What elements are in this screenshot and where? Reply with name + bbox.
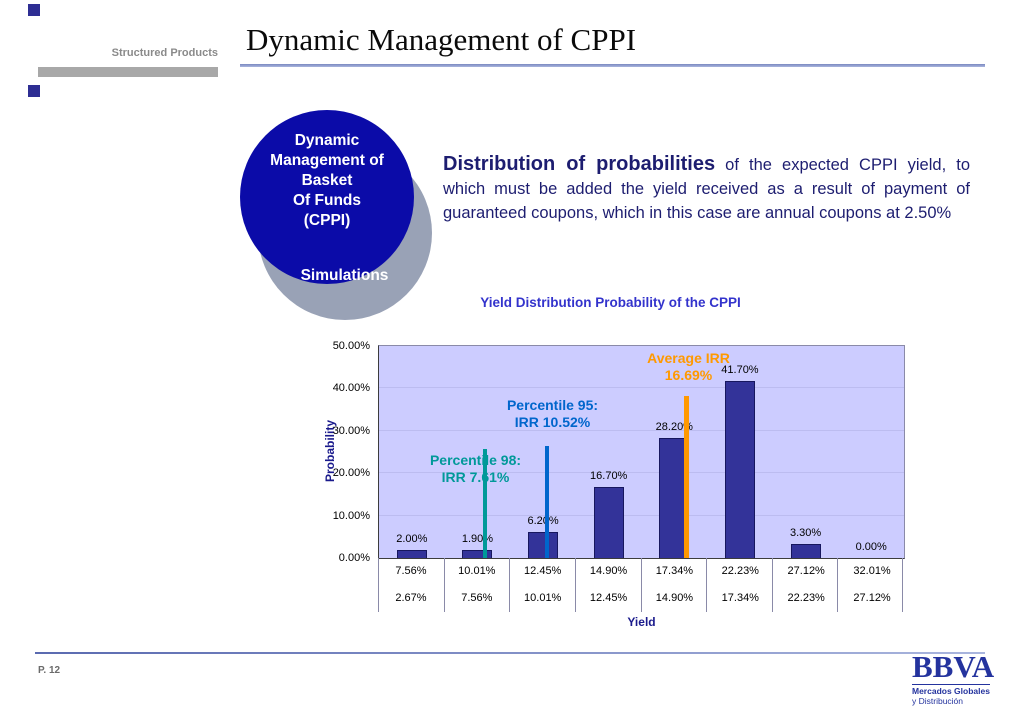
decor-square-bottom (28, 85, 40, 97)
bar-value-label: 16.70% (590, 470, 628, 483)
annotation-text-line: Average IRR (647, 350, 730, 366)
bar-value-label: 0.00% (855, 541, 887, 553)
x-axis-table: 7.56% 10.01% 12.45% 14.90% 17.34% 22.23% 27.12… (378, 558, 905, 612)
bar (528, 531, 559, 558)
x-category-lower: 27.12% (853, 592, 891, 604)
bar (790, 544, 821, 558)
bar-value-label: 6.20% (527, 514, 559, 527)
axis-separator (706, 558, 708, 612)
y-tick-label: 20.00% (332, 467, 370, 480)
annotation-text-line: IRR 10.52% (514, 414, 591, 430)
cppi-circle-label: Dynamic Management of Basket Of Funds (C… (240, 131, 414, 231)
bbva-logo: BBVA Mercados Globales y Distribución (912, 649, 995, 706)
simulations-label: Simulations (300, 267, 389, 284)
page-number: P. 12 (38, 665, 61, 676)
slide-title: Dynamic Management of CPPI (246, 22, 637, 57)
cppi-circle-line: Of Funds (292, 192, 362, 209)
cppi-circle (240, 110, 414, 284)
logo-subtitle-1: Mercados Globales (912, 684, 990, 696)
gridline (379, 387, 904, 389)
plot-area: 2.00% 1.90% 6.20% 16.70% 28.20% 41.70% 3.30% 0.… (378, 345, 905, 559)
cppi-circle-line: Management of (270, 152, 384, 169)
x-category-upper: 17.34% (655, 565, 694, 577)
x-category-lower: 22.23% (787, 592, 825, 604)
x-category-upper: 14.90% (589, 565, 628, 577)
axis-separator (574, 558, 576, 612)
percentile95-line (545, 446, 549, 558)
axis-separator (443, 558, 445, 612)
cppi-circle-line: Basket (301, 172, 353, 189)
y-tick-label: 0.00% (338, 552, 370, 564)
description-lead: Distribution of probabilities (443, 153, 716, 175)
header-gray-bar (38, 67, 218, 77)
x-category-upper: 10.01% (458, 565, 496, 577)
bar (593, 487, 624, 558)
decor-square-top (28, 4, 40, 16)
description-rest: of the expected CPPI yield, to which mus… (443, 156, 970, 222)
footer-rule (35, 652, 985, 654)
bar (396, 549, 427, 558)
x-category-lower: 12.45% (589, 592, 628, 604)
x-category-upper: 27.12% (787, 565, 825, 577)
y-tick-label: 30.00% (332, 424, 370, 437)
percentile95-annotation: Percentile 95: IRR 10.52% (480, 397, 625, 431)
bbva-logotype: BBVA (912, 649, 995, 684)
x-axis-upper-row: 7.56% 10.01% 12.45% 14.90% 17.34% 22.23% 27.12… (378, 558, 905, 585)
bar-value-label: 28.20% (655, 421, 693, 434)
x-category-upper: 22.23% (721, 565, 759, 577)
annotation-text-line: 16.69% (664, 367, 713, 383)
percentile98-line (483, 449, 487, 558)
annotation-text-line: IRR 7.61% (441, 469, 510, 485)
axis-separator (640, 558, 642, 612)
axis-separator (509, 558, 511, 612)
bar (462, 549, 493, 558)
y-axis-ticks: 0.00% 10.00% 20.00% 30.00% 40.00% 50.00% (296, 340, 370, 564)
description-paragraph: Distribution of probabilities of the exp… (443, 152, 970, 225)
annotation-text-line: Percentile 95: (506, 397, 599, 413)
logo-subtitle-2: y Distribución (912, 696, 964, 706)
bar-value-label: 1.90% (461, 532, 494, 545)
gridline (379, 514, 904, 516)
x-axis-title: Yield (627, 615, 656, 629)
bar-value-label: 41.70% (721, 364, 759, 377)
percentile98-annotation: Percentile 98: IRR 7.61% (403, 452, 548, 486)
axis-separator (902, 558, 903, 612)
gridline (379, 472, 904, 474)
bar-value-label: 2.00% (396, 532, 428, 545)
x-category-upper: 7.56% (395, 565, 427, 577)
cppi-circle-line: (CPPI) (303, 212, 351, 229)
x-category-lower: 17.34% (721, 592, 759, 604)
x-axis-lower-row: 2.67% 7.56% 10.01% 12.45% 14.90% 17.34% 22.23%… (378, 585, 905, 612)
average-irr-line (684, 396, 689, 558)
title-underline (240, 64, 985, 67)
average-irr-annotation: Average IRR 16.69% (616, 350, 761, 384)
bar (724, 381, 755, 558)
axis-separator (378, 558, 379, 612)
bar-value-label: 3.30% (789, 527, 822, 540)
x-category-upper: 32.01% (853, 565, 891, 577)
brand-label: Structured Products (111, 47, 218, 59)
y-tick-label: 50.00% (332, 340, 370, 352)
y-tick-label: 40.00% (332, 382, 370, 395)
annotation-text-line: Percentile 98: (429, 452, 522, 468)
x-category-lower: 10.01% (524, 592, 562, 604)
y-tick-label: 10.00% (332, 509, 370, 522)
chart-title: Yield Distribution Probability of the CP… (480, 295, 741, 310)
cppi-circle-line: Dynamic (294, 132, 360, 149)
x-category-upper: 12.45% (524, 565, 562, 577)
axis-separator (771, 558, 773, 612)
axis-separator (837, 558, 839, 612)
x-category-lower: 2.67% (395, 592, 427, 604)
x-category-lower: 7.56% (461, 592, 493, 604)
gridline (379, 429, 904, 431)
x-category-lower: 14.90% (655, 592, 694, 604)
